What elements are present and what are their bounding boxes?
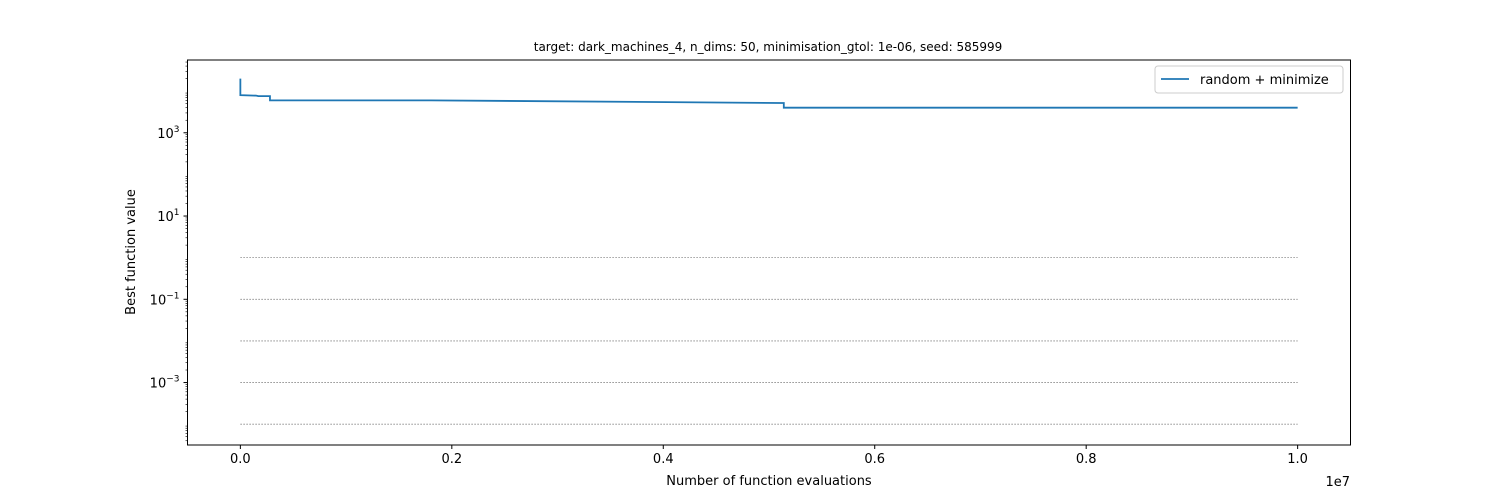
series-line [239, 78, 1298, 109]
x-tick-label: 0.4 [653, 452, 674, 467]
y-tick-label: 10−1 [150, 291, 180, 308]
plot-area-frame [187, 59, 1351, 446]
y-tick-label: 101 [157, 208, 179, 225]
legend: random + minimize [1154, 65, 1344, 94]
x-tick-label: 0.2 [441, 452, 462, 467]
y-tick-label: 10−3 [150, 375, 180, 392]
series-layer [239, 78, 1298, 109]
y-axis-label: Best function value [124, 189, 139, 315]
x-tick-label: 0.0 [230, 452, 251, 467]
legend-label: random + minimize [1200, 73, 1329, 88]
y-axis-ticks: 10−3 10−1 101 103 [150, 61, 188, 442]
y-tick-label: 103 [157, 125, 179, 142]
x-tick-label: 0.8 [1076, 452, 1097, 467]
legend-box [1154, 65, 1344, 94]
chart-title: target: dark_machines_4, n_dims: 50, min… [534, 40, 1003, 54]
x-tick-label: 0.6 [864, 452, 885, 467]
x-axis-ticks: 0.0 0.2 0.4 0.6 0.8 1.0 [230, 445, 1308, 467]
reference-lines [240, 257, 1298, 425]
x-axis-label: Number of function evaluations [666, 474, 872, 489]
x-tick-label: 1.0 [1287, 452, 1308, 467]
x-offset-label: 1e7 [1325, 475, 1350, 490]
